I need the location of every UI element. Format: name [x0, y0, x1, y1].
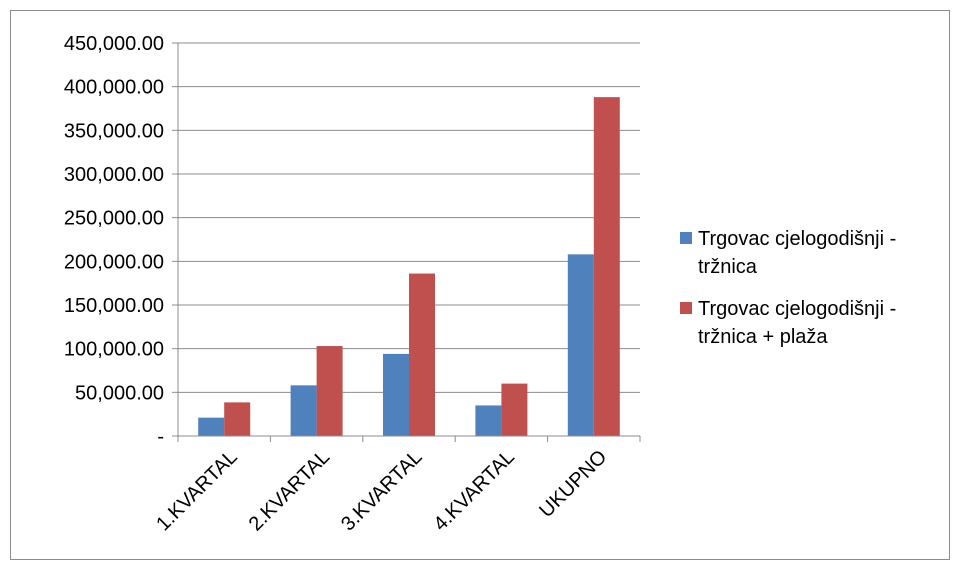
y-tick-label: 100,000.00: [64, 339, 164, 361]
y-tick-label: 400,000.00: [64, 77, 164, 99]
bar-1-2: [290, 385, 317, 436]
legend: Trgovac cjelogodišnji - tržnica Trgovac …: [680, 225, 950, 365]
bar-2-2: [316, 346, 343, 436]
legend-item-series-2: Trgovac cjelogodišnji - tržnica + plaža: [680, 295, 950, 351]
y-tick-label: 150,000.00: [64, 295, 164, 317]
y-tick-label: 50,000.00: [75, 382, 164, 404]
bar-1-4: [475, 405, 502, 436]
bar-2-4: [501, 383, 528, 436]
legend-swatch-series-2: [680, 302, 692, 314]
bar-1-3: [383, 353, 409, 436]
legend-label-series-1: Trgovac cjelogodišnji - tržnica: [698, 228, 897, 278]
bar-2-3: [409, 273, 435, 436]
y-tick-label: 300,000.00: [64, 164, 164, 186]
x-tick-label: 2.KVARTAL: [245, 446, 334, 535]
x-tick-label: UKUPNO: [535, 446, 611, 522]
bar-2-5: [593, 97, 620, 436]
x-tick-label: 3.KVARTAL: [337, 446, 426, 535]
chart-frame: [10, 10, 950, 560]
bar-1-5: [567, 254, 594, 436]
bar-2-1: [224, 402, 251, 436]
y-tick-label: 350,000.00: [64, 120, 164, 142]
legend-item-series-1: Trgovac cjelogodišnji - tržnica: [680, 225, 950, 281]
y-tick-label: -: [157, 426, 164, 448]
legend-swatch-series-1: [680, 232, 692, 244]
bar-1-1: [198, 417, 225, 436]
legend-label-series-2: Trgovac cjelogodišnji - tržnica + plaža: [698, 298, 897, 348]
x-tick-label: 1.KVARTAL: [152, 446, 241, 535]
x-tick-label: 4.KVARTAL: [429, 446, 518, 535]
y-tick-label: 450,000.00: [64, 33, 164, 55]
y-tick-label: 250,000.00: [64, 208, 164, 230]
y-tick-label: 200,000.00: [64, 251, 164, 273]
